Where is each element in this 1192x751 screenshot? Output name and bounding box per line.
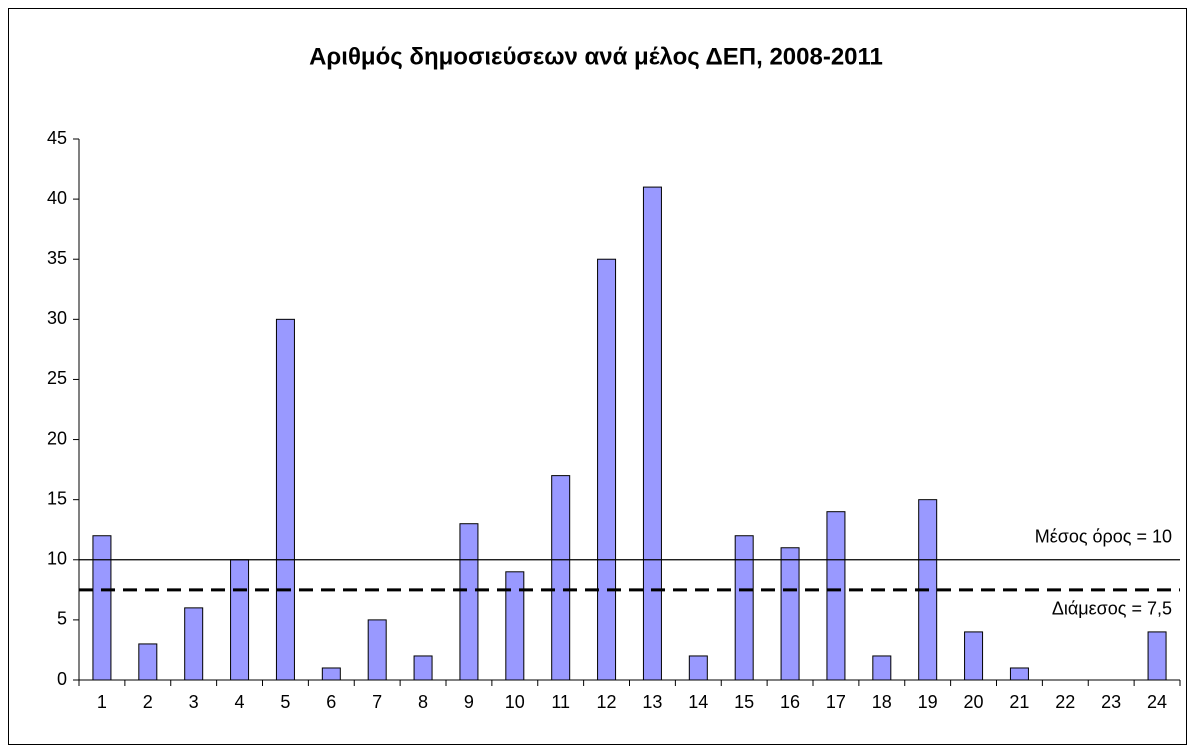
x-tick-label: 18 (872, 692, 892, 712)
x-tick-label: 24 (1147, 692, 1167, 712)
x-tick-label: 7 (372, 692, 382, 712)
x-tick-label: 6 (326, 692, 336, 712)
bar (780, 547, 800, 681)
x-tick-label: 20 (964, 692, 984, 712)
x-tick-label: 9 (464, 692, 474, 712)
bar (872, 655, 892, 681)
bar (92, 535, 112, 681)
bar (597, 258, 617, 681)
y-tick-label: 30 (47, 308, 67, 328)
x-tick-label: 1 (97, 692, 107, 712)
x-tick-label: 5 (280, 692, 290, 712)
x-tick-label: 17 (826, 692, 846, 712)
x-tick-label: 2 (143, 692, 153, 712)
bar (734, 535, 754, 681)
y-tick-label: 0 (57, 669, 67, 689)
bar (505, 571, 525, 681)
y-tick-label: 10 (47, 549, 67, 569)
x-tick-label: 23 (1101, 692, 1121, 712)
x-tick-label: 15 (734, 692, 754, 712)
y-tick-label: 15 (47, 488, 67, 508)
y-tick-label: 40 (47, 188, 67, 208)
bar (275, 318, 295, 681)
y-tick-label: 35 (47, 248, 67, 268)
y-tick-label: 25 (47, 368, 67, 388)
x-tick-label: 19 (918, 692, 938, 712)
x-tick-label: 21 (1009, 692, 1029, 712)
bar (964, 631, 984, 681)
bar (1147, 631, 1167, 681)
x-tick-label: 4 (235, 692, 245, 712)
x-tick-label: 10 (505, 692, 525, 712)
bar (1009, 667, 1029, 681)
bar (321, 667, 341, 681)
bar (367, 619, 387, 681)
bar (184, 607, 204, 681)
x-tick-label: 14 (688, 692, 708, 712)
bar (459, 523, 479, 681)
y-tick-label: 45 (47, 128, 67, 148)
x-tick-label: 8 (418, 692, 428, 712)
x-tick-label: 22 (1055, 692, 1075, 712)
y-tick-label: 5 (57, 609, 67, 629)
bar (688, 655, 708, 681)
x-tick-label: 13 (642, 692, 662, 712)
x-tick-label: 3 (189, 692, 199, 712)
y-tick-label: 20 (47, 428, 67, 448)
bar (413, 655, 433, 681)
x-tick-label: 12 (597, 692, 617, 712)
reference-label: Διάμεσος = 7,5 (1052, 599, 1172, 619)
bar (230, 559, 250, 681)
reference-label: Μέσος όρος = 10 (1035, 527, 1172, 547)
bar (551, 475, 571, 681)
x-tick-label: 11 (551, 692, 570, 712)
bar (642, 186, 662, 681)
bar (826, 511, 846, 681)
bar (138, 643, 158, 681)
chart-title: Αριθμός δημοσιεύσεων ανά μέλος ΔΕΠ, 2008… (309, 43, 883, 70)
x-tick-label: 16 (780, 692, 800, 712)
